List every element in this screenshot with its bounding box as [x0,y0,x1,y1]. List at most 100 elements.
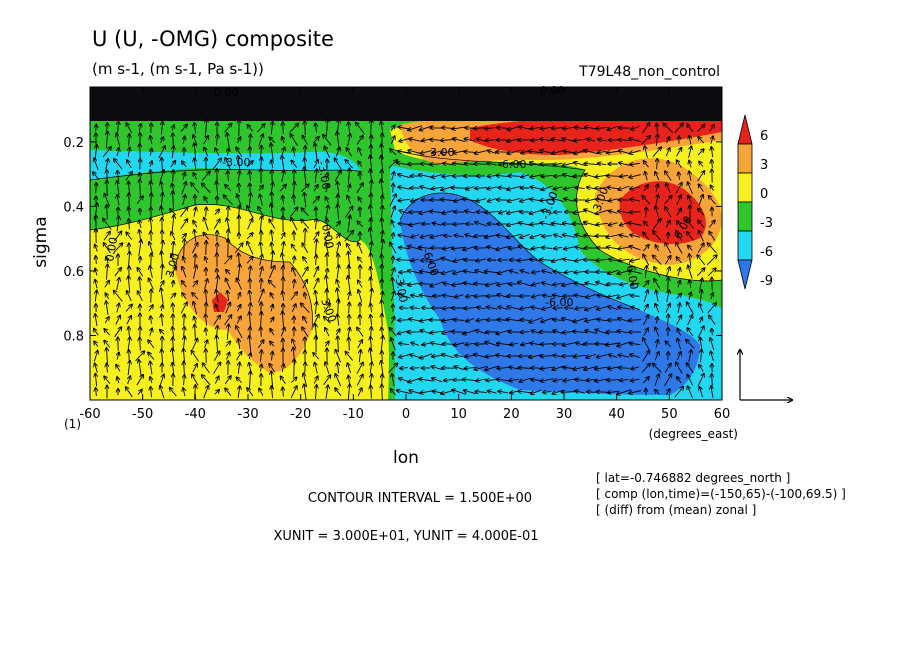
vector-arrow [150,136,152,145]
vector-arrow [261,279,262,290]
vector-arrow [323,304,330,313]
vector-arrow [238,386,240,398]
vector-arrow [181,182,186,195]
vector-arrow [326,184,328,193]
vector-arrow [337,363,338,374]
vector-arrow [214,390,219,395]
vector-arrow [337,132,339,149]
x-tick-label: -20 [290,407,311,422]
vector-arrow [94,158,99,170]
vector-arrow [598,139,607,141]
vector-arrow [554,187,563,189]
vector-arrow [117,195,119,206]
vector-arrow [151,387,152,398]
vector-arrow [151,193,152,207]
vector-arrow [228,207,229,218]
vector-arrow [180,125,187,132]
vector-arrow [554,247,563,248]
vector-arrow [371,386,372,399]
vector-arrow [586,199,597,201]
vector-arrow [653,255,662,265]
vector-arrow [337,280,340,289]
vector-arrow [214,351,219,361]
vector-arrow [246,161,253,168]
vector-arrow [326,385,328,399]
vector-arrow [356,136,363,145]
vector-arrow [676,257,682,264]
vector-arrow [486,307,498,309]
vector-arrow [183,172,185,180]
vector-arrow [586,353,596,357]
vector-arrow [327,269,328,276]
vector-arrow [667,137,670,144]
vector-arrow [162,349,163,363]
x-tick-label: -40 [185,407,206,422]
vector-arrow [475,391,487,392]
vector-arrow [345,207,352,218]
vector-arrow [509,367,519,369]
vector-arrow [356,183,363,194]
vector-arrow [128,337,130,351]
vector-arrow [420,391,432,393]
vector-arrow [238,362,239,374]
vector-arrow [381,361,383,376]
vector-arrow [510,391,519,393]
vector-arrow [359,350,360,363]
vector-arrow [290,386,297,399]
vector-arrow [344,231,354,242]
vector-arrow [102,147,111,158]
vector-arrow [644,222,649,227]
vector-arrow [103,232,110,241]
vector-arrow [677,160,682,168]
vector-arrow [140,209,141,216]
vector-arrow [117,352,119,360]
vector-arrow [665,389,670,396]
vector-arrow [170,209,177,216]
vector-arrow [291,218,298,231]
vector-arrow [507,185,522,190]
vector-arrow [510,343,519,345]
vector-arrow [315,385,316,400]
chart-subtitle: (m s-1, (m s-1, Pa s-1)) [92,60,264,78]
vector-arrow [466,295,475,296]
vector-arrow [249,171,250,182]
vector-arrow [315,239,316,257]
vector-arrow [260,195,263,206]
vector-arrow [291,304,296,313]
vector-arrow [194,207,196,217]
vector-arrow [563,259,575,261]
vector-arrow [205,119,206,137]
vector-arrow [96,183,97,194]
vector-arrow [224,376,231,385]
colorbar-label: -6 [760,245,773,260]
vector-arrow [643,161,649,168]
vector-arrow [520,307,531,309]
vector-arrow [214,376,218,384]
vector-arrow [271,160,273,168]
vector-arrow [106,132,107,149]
vector-arrow [106,257,108,264]
vector-arrow [455,355,464,356]
vector-arrow [148,352,155,360]
x-tick-label: -60 [79,407,100,422]
vector-arrow [202,375,211,386]
vector-arrow [541,344,554,345]
vector-arrow [270,329,275,336]
vector-arrow [213,362,221,374]
vector-arrow [619,235,629,237]
vector-arrow [315,123,316,133]
vector-arrow [370,362,372,374]
vector-arrow [213,316,220,325]
vector-arrow [430,234,444,238]
vector-arrow [574,295,586,297]
vector-arrow [676,231,683,242]
vector-arrow [316,255,317,266]
vector-arrow [656,134,657,146]
vector-arrow [531,307,541,309]
vector-arrow [398,235,410,237]
vector-arrow [520,233,531,237]
vector-arrow [630,343,641,344]
vector-arrow [432,223,442,225]
vector-arrow [465,343,475,345]
vector-arrow [411,199,420,202]
